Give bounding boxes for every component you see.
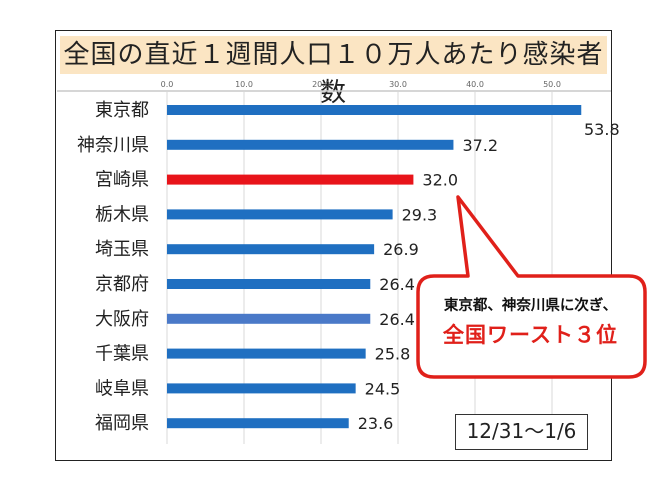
category-label: 京都府 <box>95 274 149 295</box>
callout-line2: 全国ワースト３位 <box>443 323 618 347</box>
callout-bubble <box>416 195 647 379</box>
value-label: 26.9 <box>383 240 419 259</box>
category-label: 神奈川県 <box>77 135 149 156</box>
value-label: 53.8 <box>584 120 620 139</box>
x-tick-label: 0.0 <box>161 80 174 89</box>
bar <box>167 139 454 150</box>
category-label: 福岡県 <box>95 413 149 434</box>
bar <box>167 209 393 220</box>
value-label: 26.4 <box>379 310 415 329</box>
value-label: 26.4 <box>379 275 415 294</box>
x-tick-label: 20.0 <box>312 80 330 89</box>
category-label: 東京都 <box>95 100 149 121</box>
category-label: 岐阜県 <box>95 378 149 399</box>
bar <box>167 174 414 185</box>
category-label: 千葉県 <box>95 344 149 365</box>
value-label: 23.6 <box>358 414 394 433</box>
x-tick-label: 10.0 <box>235 80 253 89</box>
category-label: 栃木県 <box>95 204 149 225</box>
title-band <box>60 36 607 74</box>
value-label: 24.5 <box>365 379 401 398</box>
bar <box>167 418 349 429</box>
value-label: 25.8 <box>375 345 411 364</box>
bar <box>167 244 375 255</box>
chart-title: 全国の直近１週間人口１０万人あたり感染者数 <box>63 40 604 108</box>
bar <box>167 348 366 359</box>
x-tick-label: 50.0 <box>543 80 561 89</box>
x-tick-label: 40.0 <box>466 80 484 89</box>
x-tick-label: 30.0 <box>389 80 407 89</box>
category-label: 大阪府 <box>95 309 149 330</box>
value-label: 32.0 <box>422 171 458 190</box>
date-range-label: 12/31〜1/6 <box>455 414 588 450</box>
bar <box>167 383 356 394</box>
bar <box>167 279 371 289</box>
callout-text: 東京都、神奈川県に次ぎ、 全国ワースト３位 <box>418 294 643 349</box>
bar <box>167 105 582 115</box>
category-label: 宮崎県 <box>95 170 149 191</box>
bar <box>167 313 371 324</box>
value-label: 29.3 <box>402 205 438 224</box>
category-label: 埼玉県 <box>95 239 149 260</box>
value-label: 37.2 <box>462 136 498 155</box>
callout-line1: 東京都、神奈川県に次ぎ、 <box>443 298 618 314</box>
